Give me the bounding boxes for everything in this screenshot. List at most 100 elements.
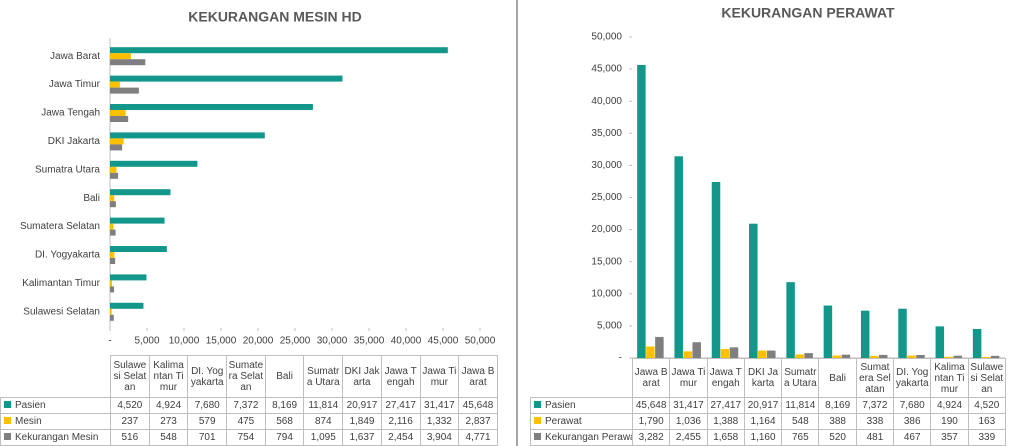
- value-cell: 475: [226, 413, 266, 430]
- bar: [907, 355, 916, 358]
- value-cell: 516: [110, 429, 150, 446]
- legend-cell: Mesin: [0, 413, 111, 430]
- legend-cell: Kekurangan Mesin: [0, 429, 111, 446]
- value-cell: 1,658: [706, 429, 745, 446]
- bar: [110, 47, 448, 54]
- bar: [110, 274, 147, 281]
- bar: [110, 81, 120, 88]
- corner: [0, 355, 111, 398]
- value-cell: 2,116: [380, 413, 421, 430]
- bar: [110, 132, 265, 139]
- category-header: DI. Yogyakarta: [893, 358, 932, 398]
- data-row: Kekurangan Perawat 3,282 2,455 1,658 1,160 76…: [530, 429, 1006, 446]
- value-cell: 7,372: [855, 397, 895, 414]
- bar: [110, 87, 139, 94]
- value-cell: 520: [818, 429, 857, 446]
- category-header: Bali: [264, 355, 305, 398]
- bar: [990, 355, 1000, 358]
- y-tick-label: 10,000: [591, 288, 622, 299]
- bar: [637, 64, 646, 358]
- bar: [110, 116, 129, 122]
- y-tick-label: 35,000: [591, 128, 622, 139]
- value-cell: 1,160: [743, 429, 783, 446]
- y-tick-label: 40,000: [591, 96, 622, 107]
- category-header: Jawa Tengah: [706, 358, 745, 398]
- y-tick-label: 50,000: [591, 32, 622, 43]
- value-cell: 11,814: [781, 397, 820, 414]
- legend-label: Kekurangan Perawat: [545, 432, 633, 443]
- x-tick-label: -: [108, 336, 111, 347]
- value-cell: 754: [226, 429, 266, 446]
- y-tick-label: Sumatera Selatan: [20, 221, 100, 232]
- value-cell: 4,520: [110, 397, 150, 414]
- x-tick-label: 5,000: [134, 336, 159, 347]
- bar: [110, 229, 116, 236]
- value-cell: 467: [893, 429, 932, 446]
- legend-cell: Pasien: [530, 397, 633, 414]
- legend-swatch: [534, 417, 541, 424]
- y-tick-label: 15,000: [591, 256, 622, 267]
- value-cell: 3,282: [631, 429, 671, 446]
- legend-swatch: [534, 433, 541, 440]
- x-tick-label: 30,000: [317, 336, 348, 347]
- category-header: Kalimantan Timur: [930, 358, 969, 398]
- value-cell: 20,917: [743, 397, 783, 414]
- bar: [878, 354, 888, 358]
- bar: [692, 342, 701, 358]
- value-cell: 11,814: [303, 397, 344, 414]
- bar: [749, 223, 758, 358]
- value-cell: 386: [893, 413, 932, 430]
- legend-cell: Pasien: [0, 397, 111, 414]
- value-cell: 190: [930, 413, 969, 430]
- y-tick-label: -: [619, 353, 622, 364]
- bar: [110, 144, 123, 151]
- category-header: Jawa Tengah: [380, 355, 421, 398]
- category-header: Sumatera Selatan: [855, 358, 895, 398]
- data-row: Pasien 45,648 31,417 27,417 20,917 11,814 8,16…: [530, 397, 1006, 414]
- value-cell: 481: [855, 429, 895, 446]
- bar: [110, 160, 198, 167]
- bar: [869, 355, 879, 358]
- value-cell: 338: [855, 413, 895, 430]
- category-header: DKI Jakarta: [743, 358, 783, 398]
- bar: [646, 346, 655, 358]
- bar: [832, 355, 842, 358]
- x-tick-label: 10,000: [169, 336, 200, 347]
- legend-swatch: [4, 401, 11, 408]
- bar: [655, 336, 664, 358]
- category-header: Sulawesi Selatan: [110, 355, 150, 398]
- chart-title: KEKURANGAN PERAWAT: [721, 5, 895, 21]
- value-cell: 4,924: [930, 397, 969, 414]
- category-header: Sumatra Utara: [781, 358, 820, 398]
- value-cell: 548: [148, 429, 189, 446]
- value-cell: 8,169: [818, 397, 857, 414]
- bar: [860, 310, 870, 358]
- bar: [767, 350, 776, 358]
- bar: [729, 347, 739, 358]
- category-header: Sumatera Selatan: [226, 355, 266, 398]
- category-header: Sulawesi Selatan: [967, 358, 1006, 398]
- legend-label: Pasien: [545, 400, 576, 411]
- y-tick-label: 45,000: [591, 64, 622, 75]
- value-cell: 20,917: [342, 397, 382, 414]
- value-cell: 548: [781, 413, 820, 430]
- bar: [841, 354, 851, 358]
- value-cell: 357: [930, 429, 969, 446]
- data-row: Mesin 237 273 579 475 568 874 1,849 2,116 1,332 2,…: [0, 413, 498, 430]
- x-tick-label: 50,000: [465, 336, 496, 347]
- value-cell: 237: [110, 413, 150, 430]
- y-tick-label: Jawa Timur: [49, 79, 101, 90]
- value-cell: 45,648: [458, 397, 498, 414]
- value-cell: 2,837: [458, 413, 498, 430]
- value-cell: 339: [967, 429, 1006, 446]
- bar: [758, 350, 767, 358]
- legend-label: Kekurangan Mesin: [15, 432, 99, 443]
- value-cell: 4,771: [458, 429, 498, 446]
- legend-swatch: [4, 417, 11, 424]
- value-cell: 765: [781, 429, 820, 446]
- value-cell: 31,417: [419, 397, 460, 414]
- x-tick-label: 15,000: [206, 336, 237, 347]
- value-cell: 579: [187, 413, 228, 430]
